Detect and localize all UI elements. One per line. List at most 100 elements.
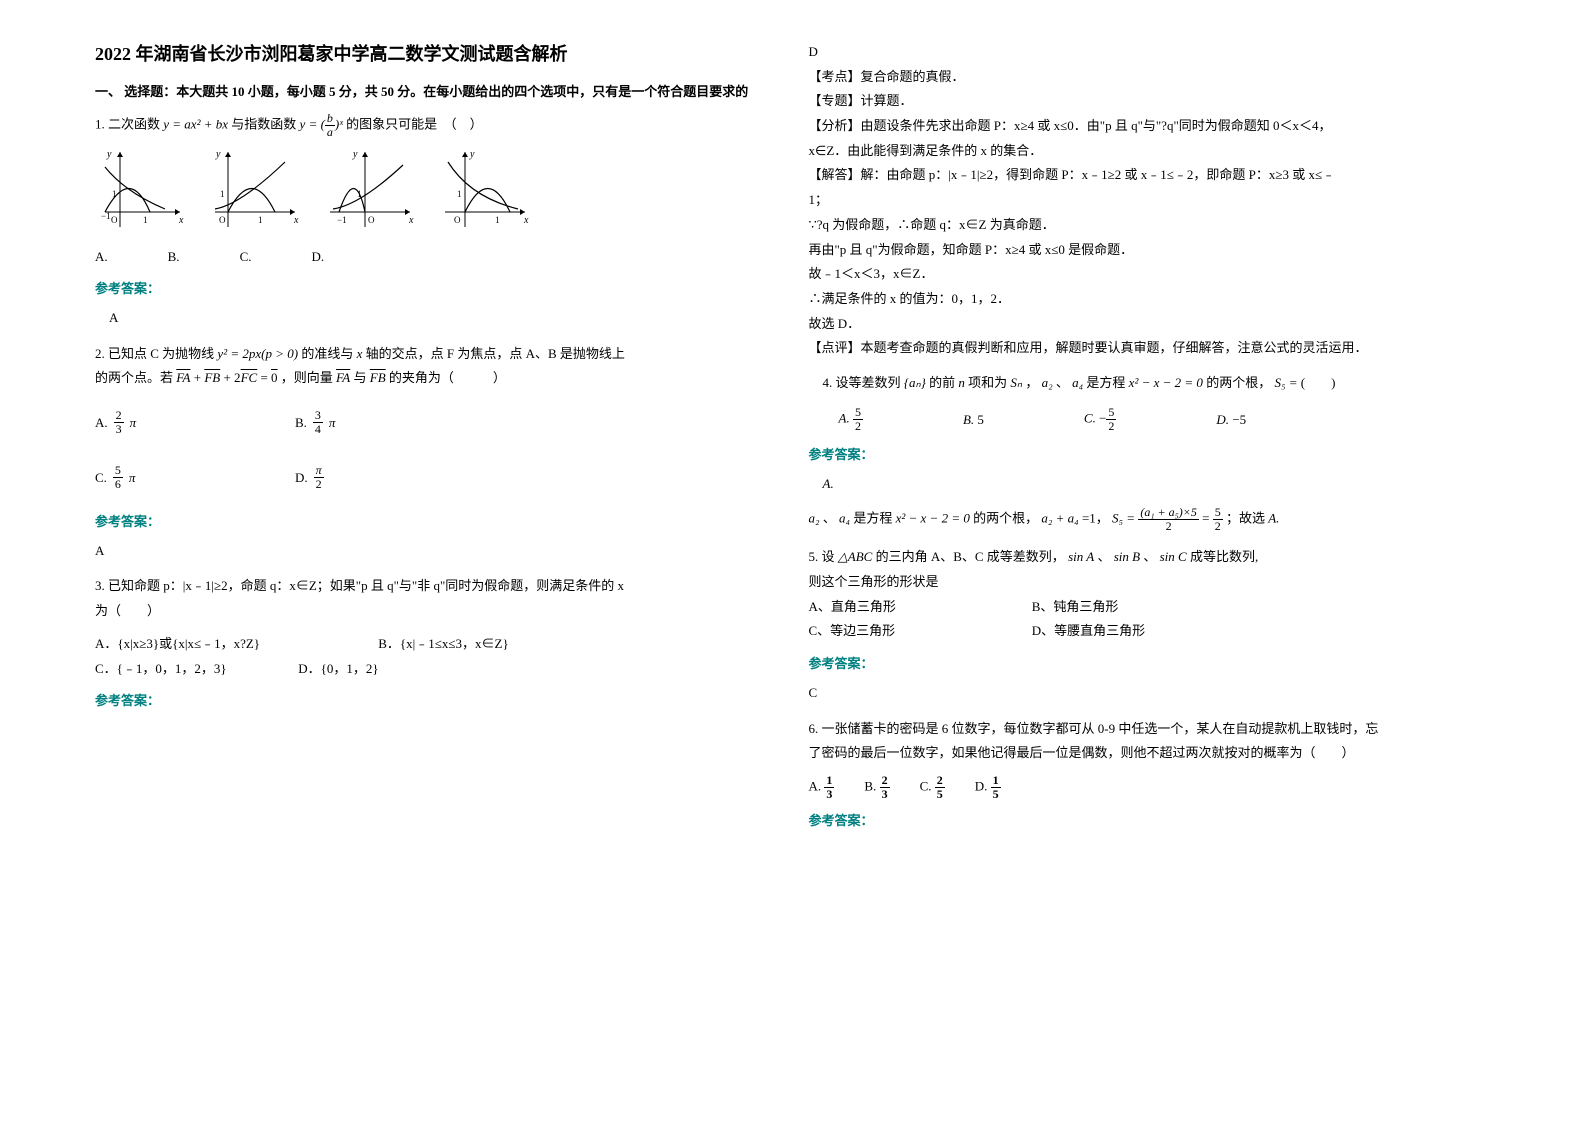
q1-text-a: 1. 二次函数 (95, 117, 160, 132)
q6-opt-d: D. 15 (975, 774, 1001, 801)
q5-l2: 则这个三角形的形状是 (809, 570, 1493, 595)
q1-text-b: 与指数函数 (231, 117, 296, 132)
q2-opt-b-suf: π (329, 411, 336, 434)
q1-graphs: x y O −1 1 1 x y O 1 1 (95, 147, 779, 237)
q6-opt-b-den: 3 (880, 788, 890, 801)
q2-l1b: 的准线与 (301, 346, 353, 361)
q5-answer: C (809, 681, 1493, 704)
q2-l2d: 与 (354, 370, 367, 385)
q5-ta: 5. 设 (809, 549, 835, 564)
right-column: D 【考点】复合命题的真假． 【专题】计算题． 【分析】由题设条件先求出命题 P… (794, 40, 1508, 1082)
q3-fx-label: 【分析】 (809, 118, 861, 133)
q4-sol-h: =1， (1082, 510, 1109, 525)
q6-opt-c-label: C. (920, 779, 932, 794)
svg-text:1: 1 (258, 215, 263, 225)
q3-opt-d: D．{0，1，2} (298, 661, 378, 676)
q6-opt-a: A. 13 (809, 774, 835, 801)
q3-jd1: 解：由命题 p：|x﹣1|≥2，得到命题 P：x﹣1≥2 或 x﹣1≤﹣2，即命… (861, 167, 1336, 182)
q2-l2f: 的夹角为（ ） (389, 370, 506, 385)
q1-opt-c: C. (240, 245, 252, 268)
q5-opt-d: D、等腰直角三角形 (1032, 623, 1145, 638)
q5-tb: 的三内角 A、B、C 成等差数列， (876, 549, 1065, 564)
q6-l2: 了密码的最后一位数字，如果他记得最后一位是偶数，则他不超过两次就按对的概率为（ … (809, 741, 1493, 766)
svg-text:x: x (523, 215, 529, 226)
q6-opt-c-num: 2 (935, 774, 945, 788)
q1-expr2-num: b (325, 112, 335, 126)
q6-opt-b-num: 2 (880, 774, 890, 788)
q5-te: 成等比数列, (1190, 549, 1258, 564)
q3-dp-label: 【点评】 (809, 340, 861, 355)
q3-jd-label: 【解答】 (809, 167, 861, 182)
q1-graph-c: x y O −1 1 (325, 147, 415, 237)
q2-opt-a-den: 3 (114, 423, 124, 436)
q3-answer-label: 参考答案： (95, 689, 779, 712)
q6-opt-a-den: 3 (824, 788, 834, 801)
svg-text:O: O (219, 215, 226, 225)
q5-tc: 、 (1097, 549, 1110, 564)
svg-text:y: y (106, 149, 112, 160)
svg-text:O: O (368, 215, 375, 225)
q4-e4: a₂ (1042, 375, 1053, 390)
q4-sol-d: 是方程 (853, 510, 892, 525)
q4-e6: x² − x − 2 = 0 (1129, 375, 1203, 390)
q3-jd5: ∴满足条件的 x 的值为：0，1，2． (809, 287, 1493, 312)
q3-l1: 3. 已知命题 p：|x﹣1|≥2，命题 q：x∈Z；如果"p 且 q"与"非 … (95, 574, 779, 599)
q5-e3: sin B (1114, 549, 1140, 564)
q2-opt-b-num: 3 (313, 409, 323, 423)
q6-opt-d-den: 5 (991, 788, 1001, 801)
left-column: 2022 年湖南省长沙市浏阳葛家中学高二数学文测试题含解析 一、 选择题：本大题… (80, 40, 794, 1082)
q1-graph-a: x y O −1 1 1 (95, 147, 185, 237)
q1-graph-d: x y O 1 1 (440, 147, 530, 237)
q2-opt-b-label: B. (295, 411, 307, 434)
q4-opt-c-den: 2 (1106, 420, 1116, 433)
q4-sol-a: a₂ (809, 510, 820, 525)
q6-opt-b-label: B. (864, 779, 876, 794)
q4-opt-d-pre: D. (1216, 412, 1229, 427)
q1-opt-b: B. (168, 245, 180, 268)
svg-text:1: 1 (220, 189, 225, 199)
q4-tg: 的两个根， (1206, 375, 1271, 390)
q4-opt-c-num: 5 (1106, 406, 1116, 420)
q4-tb: 的前 (929, 375, 955, 390)
q3-opt-a: A．{x|x≥3}或{x|x≤﹣1，x?Z} (95, 632, 375, 657)
svg-text:x: x (408, 215, 414, 226)
svg-text:x: x (178, 215, 184, 226)
q2-answer-label: 参考答案： (95, 510, 779, 533)
q6-opt-d-num: 1 (991, 774, 1001, 788)
q3-kd: 复合命题的真假． (861, 69, 965, 84)
q1-expr2-post: )ˣ (335, 117, 343, 132)
svg-text:1: 1 (495, 215, 500, 225)
q6-opt-b: B. 23 (864, 774, 889, 801)
question-4: 4. 设等差数列 {aₙ} 的前 n 项和为 Sₙ ， a₂ 、 a₄ 是方程 … (809, 371, 1493, 533)
q3-opt-c: C．{﹣1，0，1，2，3} (95, 657, 295, 682)
q2-l2b: ，则向量 (281, 370, 333, 385)
q4-e3: Sₙ (1010, 375, 1022, 390)
q1-opt-a: A. (95, 245, 108, 268)
q4-te: 、 (1056, 375, 1069, 390)
q2-l2-fc: FC (241, 370, 258, 385)
q3-fx2: x∈Z．由此能得到满足条件的 x 的集合． (809, 139, 1493, 164)
q2-l2-fa: FA (176, 370, 190, 385)
page-title: 2022 年湖南省长沙市浏阳葛家中学高二数学文测试题含解析 (95, 40, 779, 66)
q4-opt-b-val: 5 (977, 412, 984, 427)
q4-sol-j: ；故选 (1226, 510, 1265, 525)
q4-sol-g: a₂ + a₄ (1041, 510, 1078, 525)
q3-dp: 本题考查命题的真假判断和应用，解题时要认真审题，仔细解答，注意公式的灵活运用． (861, 340, 1368, 355)
svg-text:O: O (111, 215, 118, 225)
svg-text:1: 1 (457, 189, 462, 199)
q3-jd3: 再由"p 且 q"为假命题，知命题 P：x≥4 或 x≤0 是假命题． (809, 238, 1493, 263)
q4-opt-a: A. 52 (839, 406, 863, 433)
q3-jd4: 故﹣1＜x＜3，x∈Z． (809, 262, 1493, 287)
q1-expr1: y = ax² + bx (163, 117, 228, 132)
q2-opt-c: C. 56π (95, 464, 295, 491)
q2-l1-expr: y² = 2px(p > 0) (217, 346, 298, 361)
q4-tf: 是方程 (1086, 375, 1125, 390)
q4-e7: S₅ = (1274, 375, 1297, 390)
q1-opt-d: D. (311, 245, 324, 268)
q2-opt-a-suf: π (130, 411, 137, 434)
q2-l1c: x (357, 346, 363, 361)
q5-e4: sin C (1160, 549, 1187, 564)
q2-l1a: 2. 已知点 C 为抛物线 (95, 346, 214, 361)
q1-expr2-den: a (325, 126, 335, 139)
svg-text:O: O (454, 215, 461, 225)
